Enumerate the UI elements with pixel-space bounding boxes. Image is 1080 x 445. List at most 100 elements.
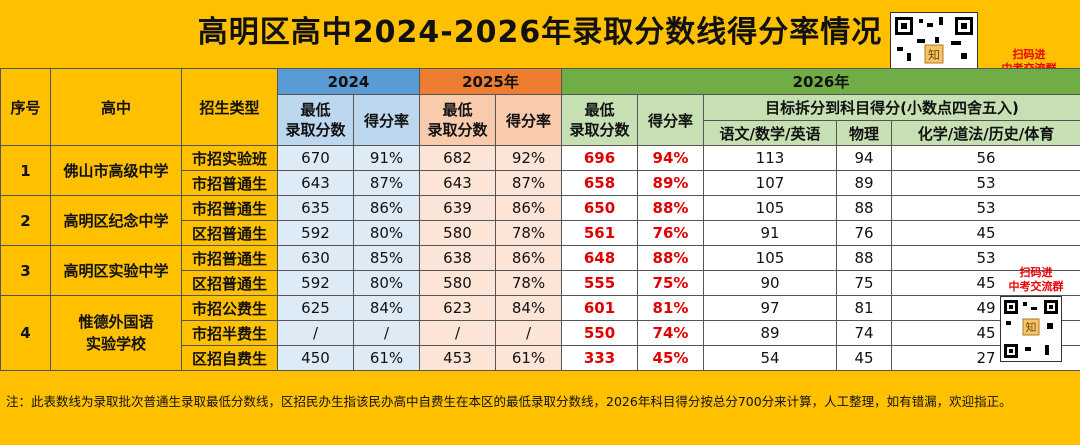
- header-type: 招生类型: [181, 68, 278, 146]
- subject-2-score: 45: [836, 345, 892, 371]
- school-cell: 高明区纪念中学: [50, 195, 182, 246]
- subject-3-score: 56: [890, 145, 1080, 171]
- score-2024: 670: [277, 145, 354, 171]
- rate-2025: 92%: [495, 145, 562, 171]
- subject-1-score: 105: [703, 245, 837, 271]
- subject-3-score: 53: [890, 170, 1080, 196]
- score-2024: 450: [277, 345, 354, 371]
- score-2026: 550: [561, 320, 638, 346]
- table-row: 区招普通生 592 80% 580 78% 555 75% 90 75 45: [1, 270, 1080, 296]
- score-2025: 639: [419, 195, 496, 221]
- score-2026: 696: [561, 145, 638, 171]
- score-2025: 638: [419, 245, 496, 271]
- svg-text:知: 知: [1026, 320, 1037, 334]
- score-2024: 625: [277, 295, 354, 321]
- rate-2024: /: [353, 320, 420, 346]
- seq-cell: 2: [0, 195, 51, 246]
- type-cell: 市招普通生: [181, 170, 278, 196]
- school-cell: 佛山市高级中学: [50, 145, 182, 196]
- score-2025: /: [419, 320, 496, 346]
- header-seq: 序号: [0, 68, 51, 146]
- type-cell: 市招半费生: [181, 320, 278, 346]
- header-min-score-2026: 最低 录取分数: [561, 94, 638, 146]
- subject-2-score: 88: [836, 245, 892, 271]
- subject-2-score: 94: [836, 145, 892, 171]
- score-2026: 601: [561, 295, 638, 321]
- type-cell: 区招普通生: [181, 220, 278, 246]
- footnote: 注：此表数线为录取批次普通生录取最低分数线，区招民办生指该民办高中自费生在本区的…: [6, 394, 1012, 409]
- score-2024: 643: [277, 170, 354, 196]
- header-split: 目标拆分到科目得分(小数点四舍五入): [702, 94, 1080, 121]
- header-2025: 2025年: [419, 68, 562, 95]
- rate-2025: 84%: [495, 295, 562, 321]
- score-2025: 643: [419, 170, 496, 196]
- type-cell: 市招普通生: [181, 245, 278, 271]
- header-subject-2: 物理: [836, 120, 892, 146]
- subject-1-score: 89: [703, 320, 837, 346]
- rate-2024: 91%: [353, 145, 420, 171]
- subject-1-score: 107: [703, 170, 837, 196]
- score-2026: 561: [561, 220, 638, 246]
- subject-2-score: 89: [836, 170, 892, 196]
- page-title: 高明区高中2024-2026年录取分数线得分率情况: [197, 15, 883, 50]
- rate-2026: 45%: [637, 345, 704, 371]
- header-rate-2024: 得分率: [353, 94, 420, 146]
- table-row: 市招半费生 / / / / 550 74% 89 74 45: [1, 320, 1080, 346]
- type-cell: 区招普通生: [181, 270, 278, 296]
- header-min-score-2025: 最低 录取分数: [419, 94, 496, 146]
- rate-2024: 80%: [353, 220, 420, 246]
- score-2025: 623: [419, 295, 496, 321]
- score-2026: 555: [561, 270, 638, 296]
- header-rate-2025: 得分率: [495, 94, 562, 146]
- subject-2-score: 76: [836, 220, 892, 246]
- qr-code-icon: 知: [890, 12, 978, 94]
- subject-1-score: 113: [703, 145, 837, 171]
- subject-1-score: 105: [703, 195, 837, 221]
- table-row: 2 高明区纪念中学 市招普通生 635 86% 639 86% 650 88% …: [0, 195, 1080, 246]
- score-2026: 658: [561, 170, 638, 196]
- rate-2026: 89%: [637, 170, 704, 196]
- score-table: 序号 高中 招生类型 2024 2025年 2026年 最低 录取分数 得分率 …: [0, 68, 1080, 371]
- school-cell: 惟德外国语 实验学校: [50, 295, 182, 371]
- score-2026: 648: [561, 245, 638, 271]
- seq-cell: 3: [0, 245, 51, 296]
- rate-2024: 85%: [353, 245, 420, 271]
- type-cell: 市招实验班: [181, 145, 278, 171]
- rate-2026: 75%: [637, 270, 704, 296]
- score-2025: 580: [419, 270, 496, 296]
- rate-2026: 76%: [637, 220, 704, 246]
- header-subject-3: 化学/道法/历史/体育: [890, 120, 1080, 146]
- rate-2024: 84%: [353, 295, 420, 321]
- header-subject-1: 语文/数学/英语: [703, 120, 837, 146]
- score-2026: 333: [561, 345, 638, 371]
- table-row: 3 高明区实验中学 市招普通生 630 85% 638 86% 648 88% …: [0, 245, 1080, 296]
- svg-text:知: 知: [928, 48, 940, 62]
- rate-2026: 88%: [637, 195, 704, 221]
- table-row: 市招普通生 643 87% 643 87% 658 89% 107 89 53: [1, 170, 1080, 196]
- score-2025: 580: [419, 220, 496, 246]
- score-2025: 682: [419, 145, 496, 171]
- subject-1-score: 54: [703, 345, 837, 371]
- header-min-score-2024: 最低 录取分数: [277, 94, 354, 146]
- rate-2024: 61%: [353, 345, 420, 371]
- subject-2-score: 88: [836, 195, 892, 221]
- subject-3-score: 53: [890, 245, 1080, 271]
- score-2024: /: [277, 320, 354, 346]
- qr-code-secondary-icon: 知: [1000, 296, 1062, 362]
- subject-1-score: 97: [703, 295, 837, 321]
- rate-2025: 78%: [495, 220, 562, 246]
- subject-1-score: 90: [703, 270, 837, 296]
- rate-2026: 74%: [637, 320, 704, 346]
- score-2024: 635: [277, 195, 354, 221]
- rate-2025: 86%: [495, 195, 562, 221]
- table-row: 1 佛山市高级中学 市招实验班 670 91% 682 92% 696 94% …: [0, 145, 1080, 196]
- qr-caption-secondary: 扫码进 中考交流群: [1008, 266, 1064, 293]
- header-rate-2026: 得分率: [637, 94, 704, 146]
- score-2025: 453: [419, 345, 496, 371]
- type-cell: 区招自费生: [181, 345, 278, 371]
- rate-2024: 80%: [353, 270, 420, 296]
- subject-1-score: 91: [703, 220, 837, 246]
- header-2026: 2026年: [560, 68, 1080, 95]
- rate-2025: 78%: [495, 270, 562, 296]
- subject-2-score: 75: [836, 270, 892, 296]
